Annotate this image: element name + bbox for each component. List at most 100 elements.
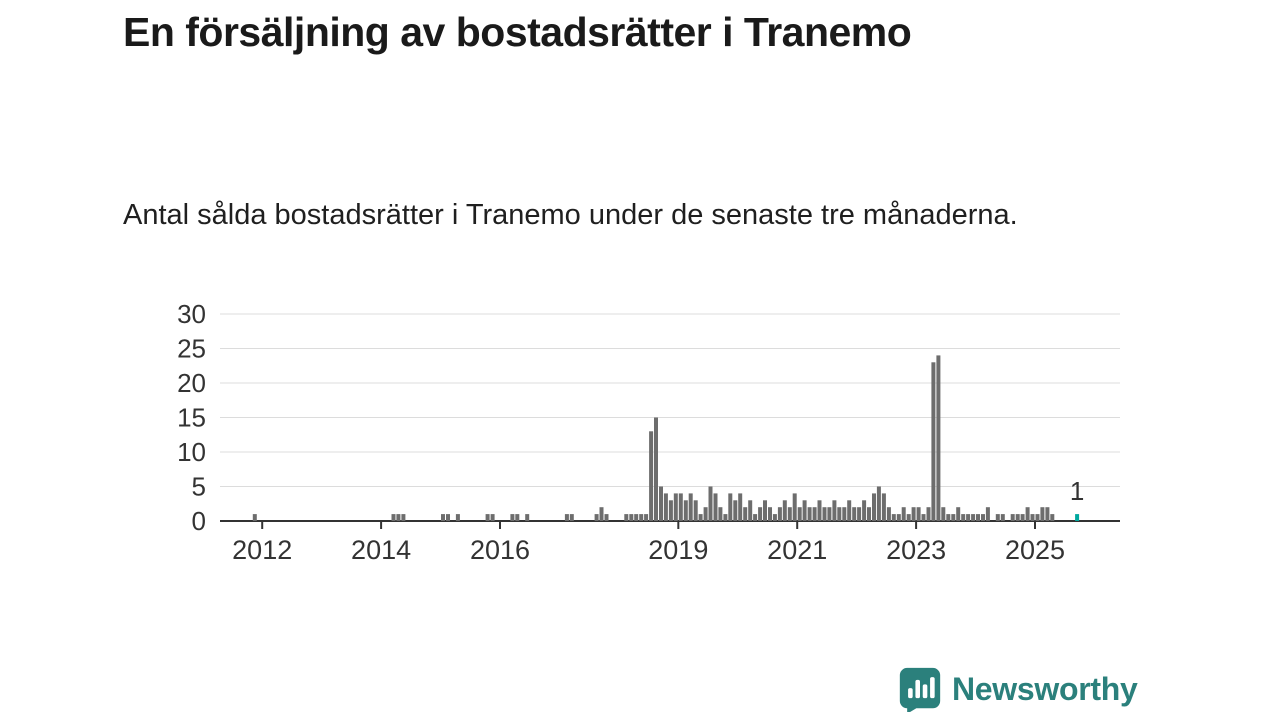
- bar: [748, 500, 753, 521]
- bar: [812, 507, 817, 521]
- bar: [901, 507, 906, 521]
- bar: [723, 514, 728, 521]
- bar: [1025, 507, 1030, 521]
- bar: [772, 514, 777, 521]
- bar: [728, 493, 733, 521]
- bar: [941, 507, 946, 521]
- bar: [852, 507, 857, 521]
- bar-annotation: 1: [1070, 476, 1084, 506]
- bar: [713, 493, 718, 521]
- highlight-bar: [1075, 514, 1080, 521]
- bar: [1050, 514, 1055, 521]
- bar: [797, 507, 802, 521]
- bar: [441, 514, 445, 521]
- bar: [881, 493, 886, 521]
- bar: [663, 493, 668, 521]
- bar: [510, 514, 515, 521]
- y-tick-label: 15: [177, 403, 206, 433]
- bar: [659, 486, 663, 521]
- x-tick-label: 2023: [886, 535, 946, 565]
- bar: [733, 500, 738, 521]
- page-title: En försäljning av bostadsrätter i Tranem…: [123, 9, 912, 55]
- bar: [1000, 514, 1005, 521]
- bar: [981, 514, 985, 521]
- bar: [921, 514, 926, 521]
- bar: [564, 514, 569, 521]
- bar: [891, 514, 896, 521]
- bar: [911, 507, 916, 521]
- x-tick-label: 2014: [351, 535, 411, 565]
- bar: [525, 514, 530, 521]
- bar: [1020, 514, 1025, 521]
- newsworthy-logo-icon: [898, 666, 942, 712]
- bar: [1030, 514, 1035, 521]
- bar: [1010, 514, 1015, 521]
- bar: [837, 507, 842, 521]
- brand-footer: Newsworthy: [898, 666, 1138, 712]
- bar: [847, 500, 852, 521]
- bar: [763, 500, 767, 521]
- bar: [822, 507, 827, 521]
- bar: [971, 514, 976, 521]
- x-tick-label: 2019: [648, 535, 708, 565]
- bar: [1045, 507, 1050, 521]
- bar: [668, 500, 673, 521]
- bar: [485, 514, 490, 521]
- bar: [961, 514, 966, 521]
- bar: [644, 514, 649, 521]
- bar: [569, 514, 574, 521]
- bar: [951, 514, 956, 521]
- bar: [594, 514, 599, 521]
- bar: [896, 514, 901, 521]
- bar: [906, 514, 911, 521]
- bar: [446, 514, 450, 521]
- bar: [683, 500, 688, 521]
- x-tick-label: 2012: [232, 535, 292, 565]
- bar: [936, 355, 941, 521]
- bar: [673, 493, 678, 521]
- bar: [792, 493, 797, 521]
- bar: [639, 514, 644, 521]
- bar: [758, 507, 763, 521]
- bar: [515, 514, 520, 521]
- bar: [678, 493, 683, 521]
- bar: [842, 507, 847, 521]
- bar: [956, 507, 961, 521]
- bar-chart: 0 5 10 15 20 25 30 2012 2014 2016 2019 2021 2023 2025…: [120, 299, 1130, 585]
- bar: [876, 486, 881, 521]
- bar: [862, 500, 867, 521]
- bar: [693, 500, 698, 521]
- bar: [926, 507, 931, 521]
- bar: [832, 500, 837, 521]
- bar: [995, 514, 1000, 521]
- bar: [708, 486, 713, 521]
- bar: [787, 507, 792, 521]
- bar: [1040, 507, 1045, 521]
- bar: [629, 514, 634, 521]
- bar: [455, 514, 460, 521]
- x-tick-label: 2025: [1005, 535, 1065, 565]
- bar: [807, 507, 812, 521]
- bar: [976, 514, 980, 521]
- bar: [698, 514, 703, 521]
- brand-name: Newsworthy: [952, 670, 1138, 707]
- x-tick-label: 2016: [470, 535, 530, 565]
- y-tick-label: 20: [177, 368, 206, 398]
- bar: [1035, 514, 1040, 521]
- y-tick-label: 30: [177, 300, 206, 329]
- bar: [827, 507, 832, 521]
- bar: [649, 431, 654, 521]
- bar: [946, 514, 951, 521]
- bar: [599, 507, 604, 521]
- bar: [604, 514, 609, 521]
- bar: [753, 514, 758, 521]
- bar: [768, 507, 772, 521]
- chart-subtitle: Antal sålda bostadsrätter i Tranemo unde…: [123, 199, 1018, 231]
- bar: [688, 493, 693, 521]
- y-tick-label: 5: [192, 472, 206, 502]
- bar: [718, 507, 723, 521]
- bar: [867, 507, 871, 521]
- bar: [985, 507, 990, 521]
- bar: [886, 507, 891, 521]
